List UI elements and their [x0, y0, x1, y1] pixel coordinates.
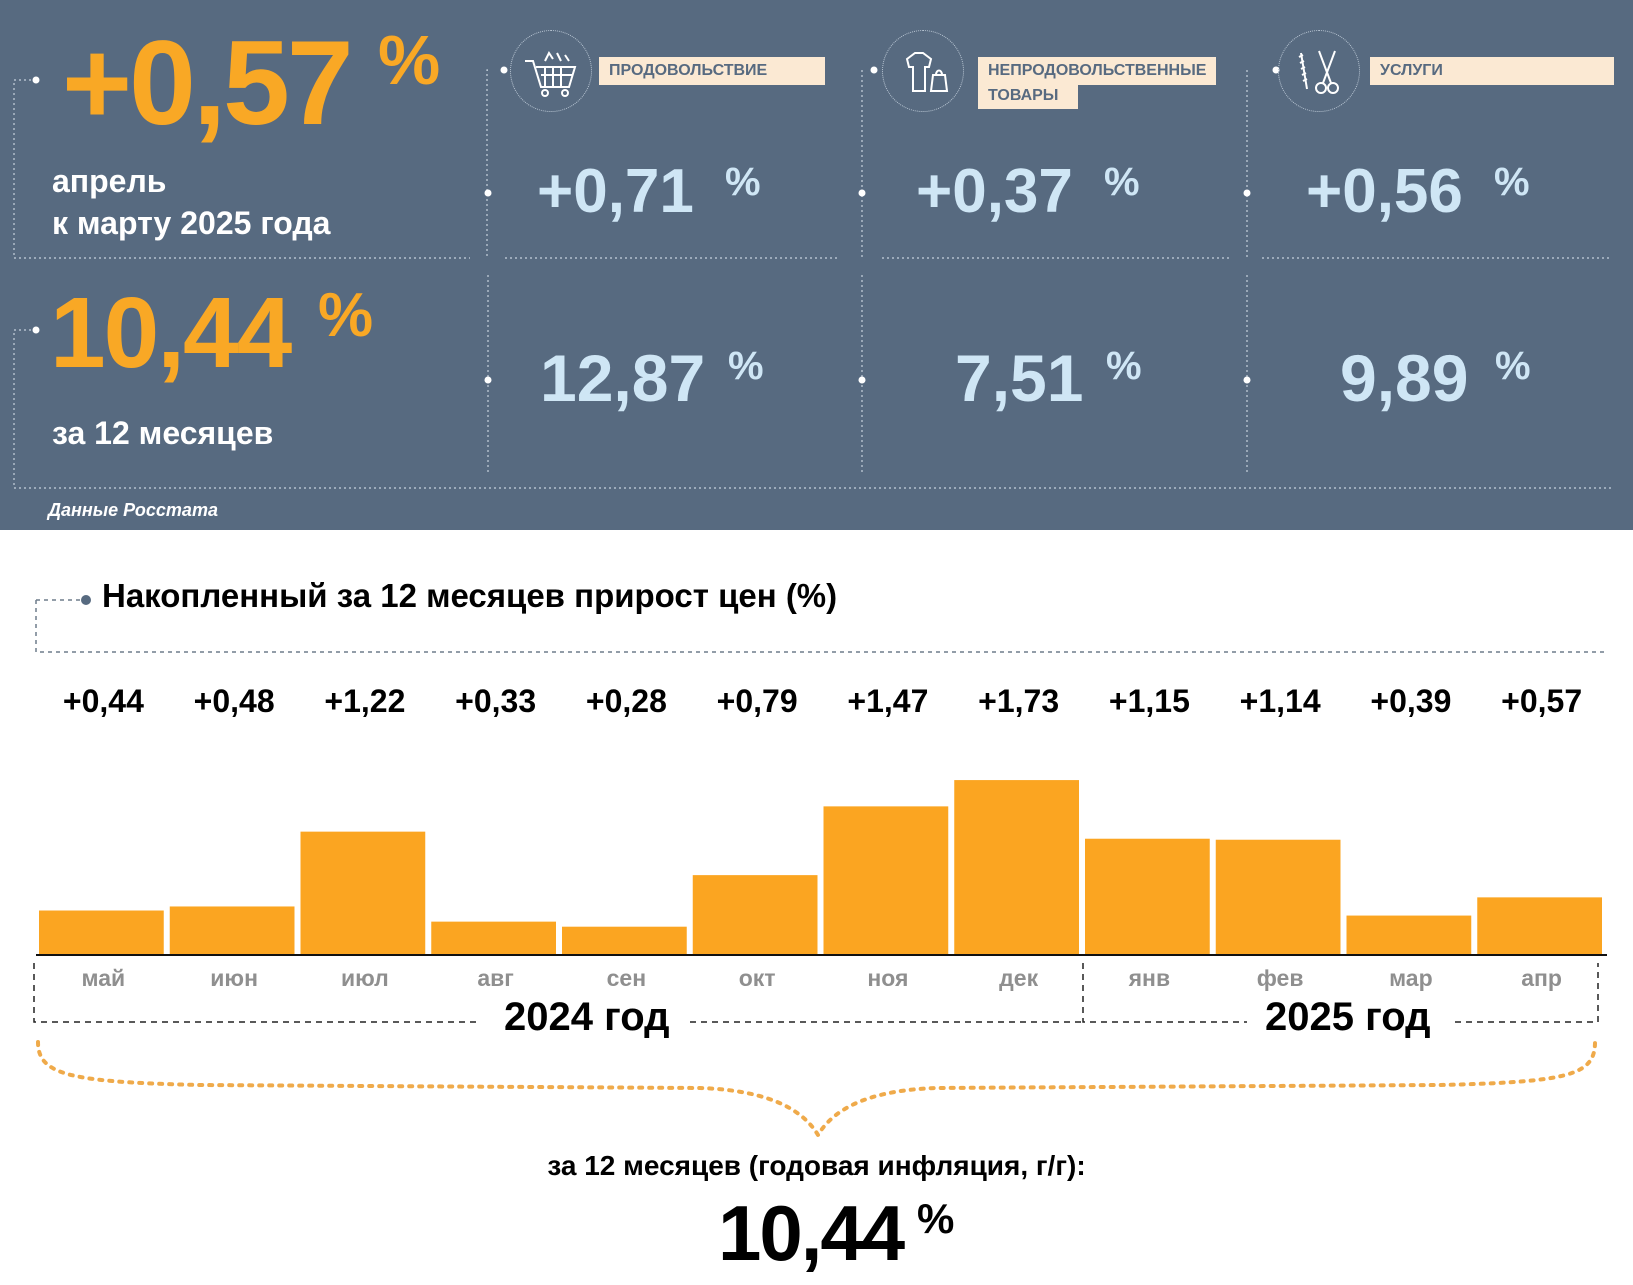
nonfood-monthly-value: +0,37	[916, 157, 1073, 226]
bar-сен	[562, 926, 687, 955]
month-label-окт: окт	[738, 965, 776, 991]
bar-value-label-июн: +0,48	[193, 683, 275, 719]
services-monthly-value: +0,56	[1306, 157, 1463, 226]
bar-value-label-мар: +0,39	[1370, 683, 1452, 719]
bar-ноя	[823, 806, 949, 955]
bar-окт	[692, 875, 818, 955]
summary-panel: +0,57 % апрель к марту 2025 года 10,44 %…	[0, 0, 1633, 530]
clothes-bag-icon	[882, 30, 964, 112]
bar-chart	[36, 780, 1607, 956]
bar-value-label-сен: +0,28	[585, 683, 667, 719]
year-label-2024: 2024 год	[486, 995, 688, 1040]
panel-dividers	[13, 66, 1612, 489]
annual-inflation-pct: %	[318, 281, 374, 350]
bar-value-label-окт: +0,79	[716, 683, 798, 719]
category-title-nonfood-line2: ТОВАРЫ	[978, 85, 1078, 109]
services-monthly-pct: %	[1494, 160, 1530, 204]
food-monthly-value: +0,71	[537, 157, 694, 226]
month-label-апр: апр	[1521, 965, 1562, 991]
month-label-авг: авг	[477, 965, 514, 991]
category-title-food: ПРОДОВОЛЬСТВИЕ	[599, 57, 825, 85]
monthly-inflation-pct: %	[378, 21, 441, 99]
bar-value-label-фев: +1,14	[1239, 683, 1321, 719]
month-label-дек: дек	[999, 965, 1039, 991]
annual-inflation-total-pct: %	[917, 1195, 955, 1242]
food-annual-pct: %	[728, 344, 764, 388]
monthly-inflation-value: +0,57	[62, 16, 354, 150]
monthly-caption-line2: к марту 2025 года	[52, 205, 331, 241]
bar-мар	[1346, 915, 1472, 955]
nonfood-annual-value: 7,51	[955, 341, 1084, 415]
bar-фев	[1215, 839, 1341, 955]
category-title-services: УСЛУГИ	[1370, 57, 1614, 85]
month-label-май: май	[81, 965, 126, 991]
bar-май	[39, 910, 164, 955]
bar-июл	[300, 831, 426, 955]
category-title-nonfood-line1: НЕПРОДОВОЛЬСТВЕННЫЕ	[978, 57, 1216, 85]
food-monthly-pct: %	[725, 160, 761, 204]
bar-value-label-авг: +0,33	[455, 683, 537, 719]
chart-title: Накопленный за 12 месяцев прирост цен (%…	[102, 577, 838, 614]
nonfood-annual-pct: %	[1106, 344, 1142, 388]
month-label-ноя: ноя	[867, 965, 909, 991]
month-label-июл: июл	[340, 965, 389, 991]
month-label-сен: сен	[606, 965, 647, 991]
chart-decorations	[33, 595, 1605, 1139]
month-label-июн: июн	[210, 965, 258, 991]
bar-янв	[1085, 838, 1210, 955]
data-source-note: Данные Росстата	[48, 500, 218, 520]
annual-inflation-label: за 12 месяцев (годовая инфляция, г/г):	[547, 1150, 1086, 1181]
bar-дек	[954, 780, 1079, 955]
bar-июн	[169, 906, 295, 955]
annual-inflation-total: 10,44	[718, 1189, 905, 1277]
month-label-янв: янв	[1128, 965, 1171, 991]
services-annual-value: 9,89	[1340, 341, 1469, 415]
bar-авг	[431, 921, 556, 955]
monthly-caption-line1: апрель	[52, 163, 167, 199]
services-annual-pct: %	[1495, 344, 1531, 388]
year-label-2025: 2025 год	[1247, 995, 1449, 1040]
bar-value-label-ноя: +1,47	[847, 683, 929, 719]
nonfood-monthly-pct: %	[1104, 160, 1140, 204]
food-annual-value: 12,87	[540, 341, 706, 415]
month-label-фев: фев	[1256, 965, 1304, 991]
bar-value-label-апр: +0,57	[1501, 683, 1583, 719]
bar-value-label-май: +0,44	[62, 683, 144, 719]
bar-value-label-июл: +1,22	[324, 683, 406, 719]
comb-scissors-icon	[1278, 30, 1360, 112]
month-label-мар: мар	[1389, 965, 1433, 991]
shopping-cart-icon	[510, 30, 592, 112]
annual-caption: за 12 месяцев	[52, 415, 274, 451]
bar-value-label-янв: +1,15	[1108, 683, 1190, 719]
bar-value-label-дек: +1,73	[978, 683, 1060, 719]
bar-апр	[1477, 897, 1602, 955]
annual-inflation-value: 10,44	[50, 277, 292, 389]
